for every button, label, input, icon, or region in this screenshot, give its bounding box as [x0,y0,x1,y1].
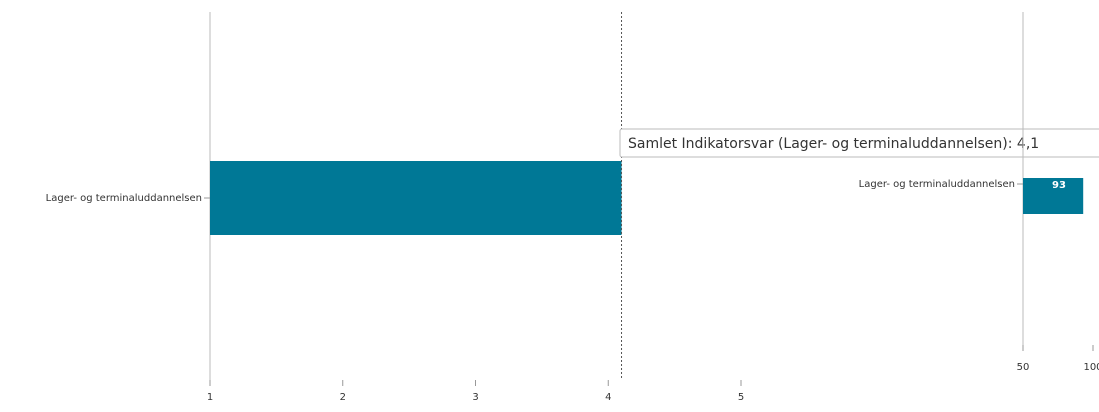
x-tick-label: 4 [605,392,611,403]
value-label: 93 [1052,180,1066,191]
tooltip-box [619,128,1099,158]
x-tick-label: 2 [340,392,346,403]
bar [1023,178,1084,214]
x-tick-label: 3 [472,392,478,403]
tooltip: Samlet Indikatorsvar (Lager- og terminal… [628,136,1039,152]
x-tick-label: 1 [207,392,213,403]
bar [210,161,622,235]
category-label: Lager- og terminaluddannelsen [859,179,1015,190]
x-tick-label: 50 [1017,362,1030,373]
x-tick-label: 100 [1083,362,1099,373]
x-tick-label: 5 [738,392,744,403]
category-label: Lager- og terminaluddannelsen [46,193,202,204]
